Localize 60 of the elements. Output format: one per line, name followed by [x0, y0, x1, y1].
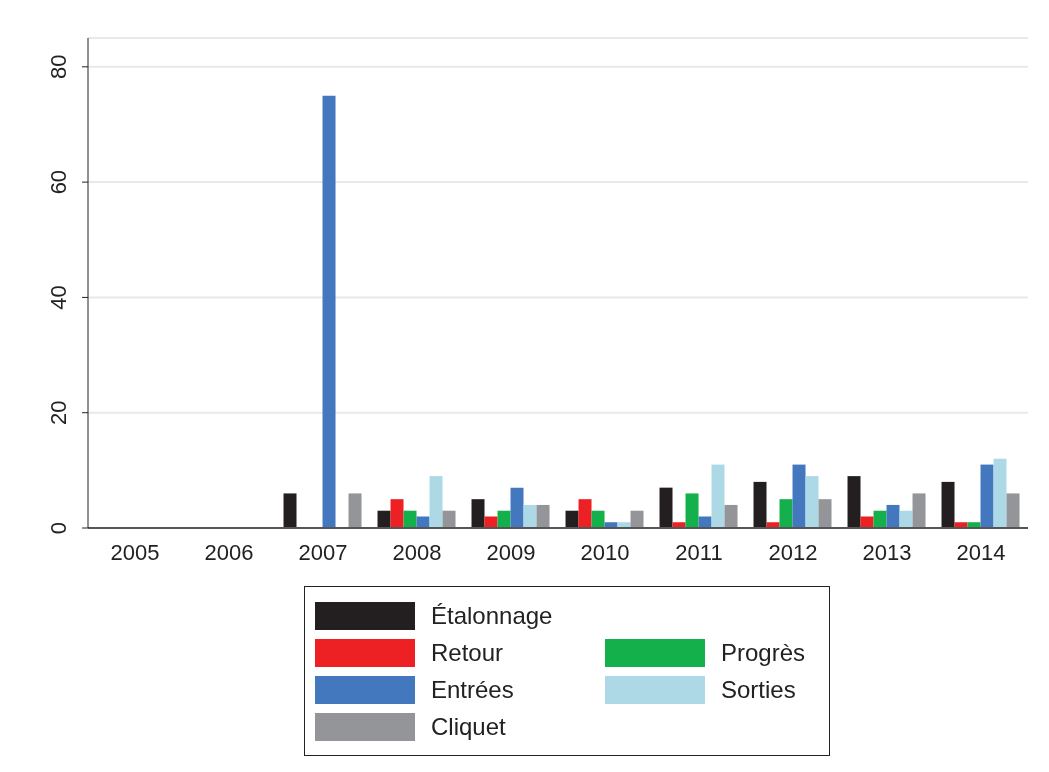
x-tick-label: 2010: [580, 539, 630, 565]
legend-label: Sorties: [721, 675, 796, 704]
legend-label: Progrès: [721, 638, 806, 667]
bar: [403, 510, 417, 528]
bar: [429, 476, 443, 528]
bar: [536, 504, 550, 528]
bar: [912, 493, 926, 528]
legend-label: Retour: [431, 638, 504, 667]
x-tick-label: 2009: [486, 539, 536, 565]
bar: [591, 510, 605, 528]
bar: [711, 464, 725, 528]
bar: [510, 487, 524, 528]
bar: [348, 493, 362, 528]
bar: [792, 464, 806, 528]
bar: [442, 510, 456, 528]
bar: [685, 493, 699, 528]
bar: [523, 504, 537, 528]
x-tick-label: 2014: [956, 539, 1006, 565]
bar: [659, 487, 673, 528]
bar: [818, 499, 832, 528]
y-tick-label: 80: [46, 54, 71, 80]
y-tick-label: 60: [46, 169, 71, 195]
bar: [847, 476, 861, 528]
bar: [724, 504, 738, 528]
x-tick-label: 2012: [768, 539, 818, 565]
bar: [416, 516, 430, 528]
bar: [471, 499, 485, 528]
bar: [630, 510, 644, 528]
bar: [886, 504, 900, 528]
legend-label: Entrées: [431, 675, 514, 704]
bar: [484, 516, 498, 528]
bar: [753, 481, 767, 528]
bar: [805, 476, 819, 528]
bar: [565, 510, 579, 528]
bar: [1006, 493, 1020, 528]
bar: [779, 499, 793, 528]
x-tick-label: 2005: [110, 539, 160, 565]
x-tick-label: 2008: [392, 539, 442, 565]
bar: [698, 516, 712, 528]
y-tick-label: 0: [46, 521, 71, 535]
bar: [322, 95, 336, 528]
bar: [390, 499, 404, 528]
x-tick-label: 2011: [675, 539, 723, 565]
bar: [377, 510, 391, 528]
x-tick-label: 2007: [298, 539, 348, 565]
x-tick-label: 2006: [204, 539, 254, 565]
bar: [980, 464, 994, 528]
bar: [873, 510, 887, 528]
bar: [578, 499, 592, 528]
bar: [497, 510, 511, 528]
x-tick-label: 2013: [862, 539, 912, 565]
bar: [941, 481, 955, 528]
bar: [283, 493, 297, 528]
legend-label: Étalonnage: [431, 601, 553, 630]
bar: [993, 458, 1007, 528]
legend-label: Cliquet: [431, 712, 506, 741]
bar: [860, 516, 874, 528]
bar: [899, 510, 913, 528]
y-tick-label: 20: [46, 400, 71, 425]
y-tick-label: 40: [46, 285, 71, 310]
